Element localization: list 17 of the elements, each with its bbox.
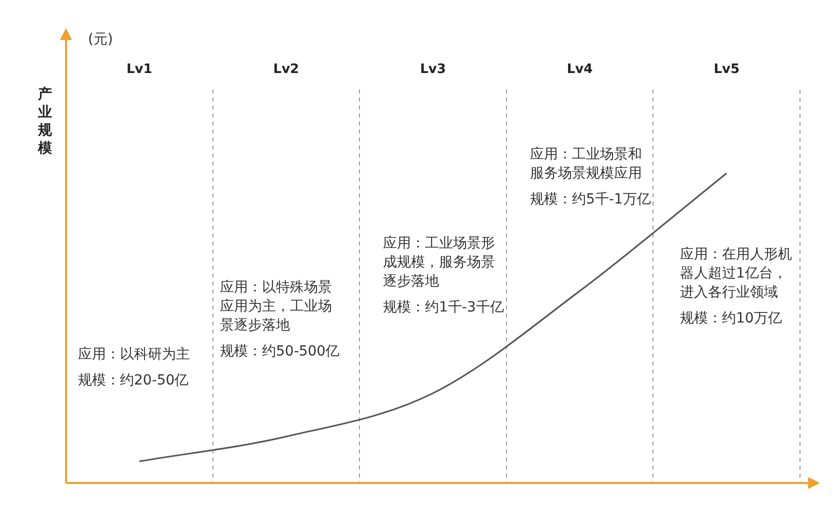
y-axis-title: 产业规模 <box>37 86 53 157</box>
annotation: 规模：约10万亿 <box>680 310 782 327</box>
x-tick-label: Lv3 <box>420 62 446 78</box>
annotation: 规模：约50-500亿 <box>220 344 340 360</box>
annotation: 规模：约1千-3千亿 <box>383 300 504 316</box>
annotation: 应用：以科研为主 <box>78 346 190 363</box>
x-tick-label: Lv1 <box>126 62 152 78</box>
annotation: 应用：工业场景形成规模，服务场景逐步落地 <box>383 236 495 290</box>
annotation: 规模：约5千-1万亿 <box>530 192 651 208</box>
annotation: 应用：在用人形机器人超过1亿台，进入各行业领域 <box>680 246 792 301</box>
annotation: 规模：约20-50亿 <box>78 372 189 389</box>
x-tick-label: Lv4 <box>566 62 593 78</box>
x-tick-label: Lv2 <box>273 62 300 78</box>
x-tick-label: Lv5 <box>714 62 740 78</box>
annotation: 应用：以特殊场景应用为主，工业场景逐步落地 <box>220 280 332 334</box>
text: (元) <box>88 32 113 48</box>
annotation: 应用：工业场景和服务场景规模应用 <box>530 146 642 182</box>
